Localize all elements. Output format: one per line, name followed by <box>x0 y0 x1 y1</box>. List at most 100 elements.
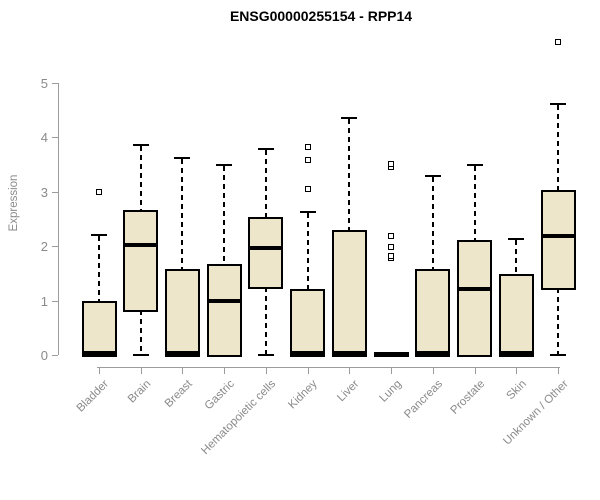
y-axis-tick <box>52 301 58 302</box>
chart-title: ENSG00000255154 - RPP14 <box>229 8 413 24</box>
x-axis-tick <box>391 367 392 374</box>
x-axis-tick <box>475 367 476 374</box>
outlier-point <box>388 161 395 168</box>
x-axis-tick-label: Gastric <box>202 378 237 413</box>
y-axis-tick-label: 5 <box>40 76 48 91</box>
outlier-point <box>304 156 311 163</box>
y-axis-tick-label: 2 <box>40 239 48 254</box>
whisker-cap-upper <box>174 156 191 159</box>
box <box>123 209 159 312</box>
y-axis-line <box>58 82 59 355</box>
outlier-point <box>388 252 395 259</box>
x-axis-tick-label: Prostate <box>448 378 488 417</box>
median-line <box>81 351 117 356</box>
x-axis-tick <box>224 367 225 374</box>
whisker-upper <box>306 213 309 291</box>
x-axis-tick <box>349 367 350 374</box>
whisker-upper <box>515 239 518 276</box>
whisker-cap-upper <box>466 164 483 167</box>
whisker-cap-upper <box>91 234 107 237</box>
median-line <box>457 286 493 291</box>
x-axis-tick <box>558 367 559 374</box>
box <box>81 301 117 357</box>
box <box>164 268 200 357</box>
whisker-cap-upper <box>508 237 525 240</box>
outlier-point <box>304 185 311 192</box>
whisker-upper <box>139 146 142 212</box>
x-axis-tick <box>99 367 100 374</box>
box <box>206 263 242 357</box>
median-line <box>540 234 576 239</box>
whisker-upper <box>264 149 267 219</box>
box <box>248 216 284 289</box>
whisker-lower <box>139 309 142 355</box>
box <box>331 230 367 357</box>
whisker-lower <box>264 286 267 355</box>
whisker-cap-upper <box>132 144 149 147</box>
whisker-cap-upper <box>341 116 358 119</box>
box <box>457 240 493 357</box>
median-line <box>373 352 409 357</box>
whisker-upper <box>557 105 560 192</box>
whisker-cap-upper <box>550 103 567 106</box>
whisker-cap-upper <box>216 164 233 167</box>
x-axis-tick-label: Liver <box>335 378 362 405</box>
median-line <box>248 246 284 251</box>
x-axis-tick-label: Kidney <box>286 378 321 412</box>
y-axis-tick <box>52 192 58 193</box>
x-axis-tick <box>141 367 142 374</box>
y-axis-tick-label: 0 <box>40 348 48 363</box>
box <box>540 189 576 290</box>
whisker-cap-lower <box>132 354 149 356</box>
x-axis-tick <box>308 367 309 374</box>
outlier-point <box>96 188 102 195</box>
whisker-upper <box>223 166 226 266</box>
x-axis-tick <box>182 367 183 374</box>
whisker-cap-upper <box>299 211 316 214</box>
whisker-cap-lower <box>550 354 567 356</box>
x-axis-line <box>97 367 561 368</box>
x-axis-tick <box>266 367 267 374</box>
y-axis-tick <box>52 355 58 356</box>
whisker-lower <box>557 287 560 355</box>
outlier-point <box>304 143 311 150</box>
median-line <box>498 351 534 356</box>
y-axis-tick <box>52 246 58 247</box>
whisker-upper <box>473 166 476 243</box>
x-axis-tick <box>433 367 434 374</box>
y-axis-tick <box>52 83 58 84</box>
median-line <box>331 351 367 356</box>
median-line <box>206 298 242 303</box>
box <box>415 269 451 357</box>
x-axis-tick-label: Lung <box>377 378 404 405</box>
box <box>290 288 326 357</box>
median-line <box>123 242 159 247</box>
outlier-point <box>388 244 395 251</box>
x-axis-tick-label: Skin <box>504 378 529 403</box>
x-axis-tick-label: Hematopoietic cells <box>199 378 279 457</box>
y-axis-tick <box>52 137 58 138</box>
y-axis-tick-label: 1 <box>40 294 48 309</box>
x-axis-tick-label: Pancreas <box>402 378 446 421</box>
outlier-point <box>555 38 562 45</box>
x-axis-tick-label: Bladder <box>74 378 112 415</box>
whisker-upper <box>348 118 351 233</box>
y-axis-tick-label: 3 <box>40 185 48 200</box>
median-line <box>290 351 326 356</box>
y-axis-tick-label: 4 <box>40 130 48 145</box>
whisker-cap-upper <box>257 147 274 150</box>
x-axis-tick <box>516 367 517 374</box>
whisker-upper <box>431 177 434 272</box>
x-axis-tick-label: Breast <box>162 378 195 410</box>
median-line <box>415 351 451 356</box>
whisker-upper <box>98 236 100 304</box>
whisker-upper <box>181 158 184 271</box>
x-axis-tick-label: Brain <box>125 378 154 406</box>
box <box>498 273 534 357</box>
whisker-cap-lower <box>257 354 274 356</box>
whisker-cap-upper <box>424 175 441 178</box>
outlier-point <box>388 233 395 240</box>
median-line <box>164 351 200 356</box>
